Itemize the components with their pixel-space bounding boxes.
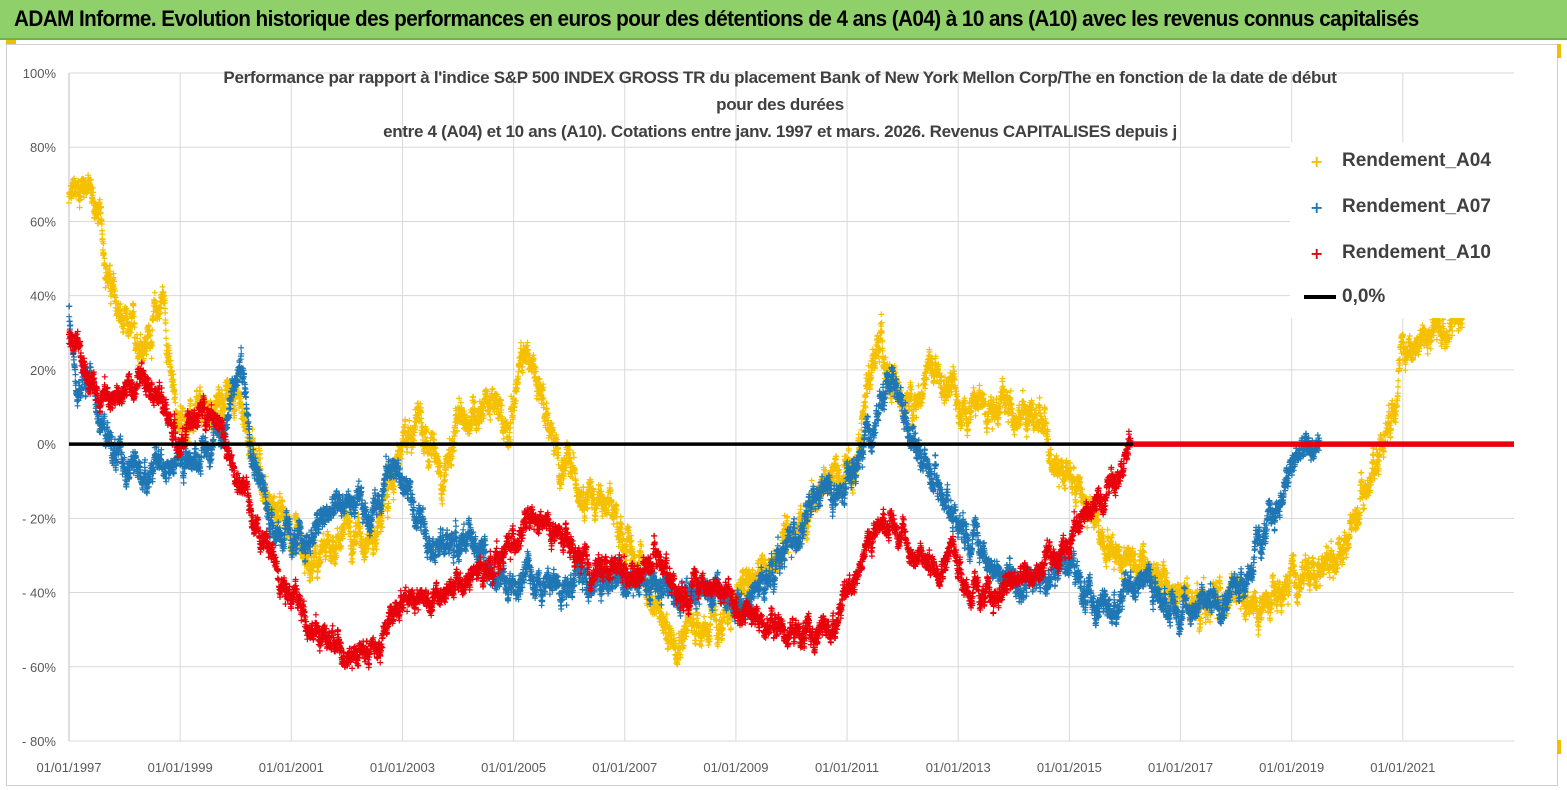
data-point [950, 363, 957, 370]
x-tick-label: 01/01/2021 [1370, 760, 1435, 775]
data-point [390, 496, 397, 503]
y-tick-label: 20% [30, 363, 56, 378]
y-tick-label: - 20% [22, 511, 56, 526]
data-point [808, 477, 815, 484]
data-point [145, 322, 152, 329]
data-point [87, 177, 94, 183]
y-tick-label: 80% [30, 140, 56, 155]
data-point [970, 384, 977, 391]
data-point [151, 289, 158, 296]
data-point [487, 416, 494, 423]
data-point [124, 307, 130, 314]
data-point [121, 322, 127, 329]
data-point [131, 324, 138, 331]
data-point [163, 335, 170, 342]
data-point [111, 288, 118, 295]
data-point [406, 417, 413, 424]
resize-handle-top-left[interactable] [6, 40, 16, 44]
x-tick-label: 01/01/2015 [1037, 760, 1102, 775]
data-point [100, 240, 107, 247]
y-tick-label: 100% [23, 66, 57, 81]
data-point [314, 575, 321, 582]
data-point [134, 335, 141, 342]
data-point [128, 329, 135, 336]
y-tick-label: - 40% [22, 586, 56, 601]
data-point [159, 283, 166, 290]
x-tick-label: 01/01/1999 [148, 760, 213, 775]
y-tick-label: - 60% [22, 660, 56, 675]
x-tick-label: 01/01/2009 [703, 760, 768, 775]
y-tick-label: 0% [37, 437, 56, 452]
data-point [571, 454, 577, 461]
data-point [98, 221, 105, 227]
data-point [71, 175, 78, 182]
data-point [878, 319, 885, 326]
x-tick-label: 01/01/2013 [926, 760, 991, 775]
data-point [878, 311, 885, 318]
data-point [162, 319, 169, 326]
x-tick-label: 01/01/1997 [36, 760, 101, 775]
data-point [96, 196, 103, 203]
x-tick-label: 01/01/2005 [481, 760, 546, 775]
x-tick-label: 01/01/2007 [592, 760, 657, 775]
data-point [77, 192, 84, 199]
data-point [117, 301, 124, 307]
data-point [140, 355, 147, 362]
data-point [149, 327, 156, 334]
x-tick-label: 01/01/2001 [259, 760, 324, 775]
data-point [370, 549, 377, 556]
report-title: ADAM Informe. Evolution historique des p… [14, 6, 1419, 32]
data-point [705, 642, 712, 648]
data-point [120, 328, 127, 335]
data-point [172, 399, 179, 406]
data-point [543, 405, 550, 412]
resize-handle-top-right[interactable] [1557, 44, 1561, 58]
y-tick-label: - 80% [22, 734, 56, 749]
data-point [149, 342, 155, 349]
data-point [148, 355, 155, 362]
data-point [384, 514, 391, 521]
x-tick-label: 01/01/2003 [370, 760, 435, 775]
data-point [850, 490, 856, 496]
x-tick-label: 01/01/2019 [1259, 760, 1324, 775]
data-point [972, 412, 979, 419]
data-point [143, 348, 150, 354]
data-point [90, 189, 97, 196]
data-point [606, 480, 613, 487]
data-point [888, 399, 895, 406]
data-point [439, 500, 446, 507]
y-tick-label: 60% [30, 214, 56, 229]
data-point [107, 300, 114, 307]
report-banner: ADAM Informe. Evolution historique des p… [0, 0, 1567, 40]
data-point [137, 331, 144, 338]
data-point [162, 309, 169, 316]
data-point [162, 327, 169, 334]
data-point [701, 613, 708, 620]
data-point [147, 332, 154, 339]
data-point [101, 255, 108, 262]
x-tick-label: 01/01/2011 [815, 760, 879, 775]
data-point [489, 385, 496, 392]
resize-handle-bottom-right[interactable] [1557, 740, 1561, 754]
data-point [81, 194, 87, 201]
data-point [130, 302, 137, 309]
data-point [98, 204, 104, 211]
data-point [976, 382, 983, 389]
data-point [408, 450, 415, 456]
data-point [130, 313, 137, 320]
x-tick-label: 01/01/2017 [1148, 760, 1213, 775]
data-point [66, 199, 72, 206]
data-point [106, 262, 113, 269]
data-point [88, 185, 95, 192]
data-point [111, 278, 117, 285]
data-point [76, 204, 83, 211]
y-tick-label: 40% [30, 289, 56, 304]
